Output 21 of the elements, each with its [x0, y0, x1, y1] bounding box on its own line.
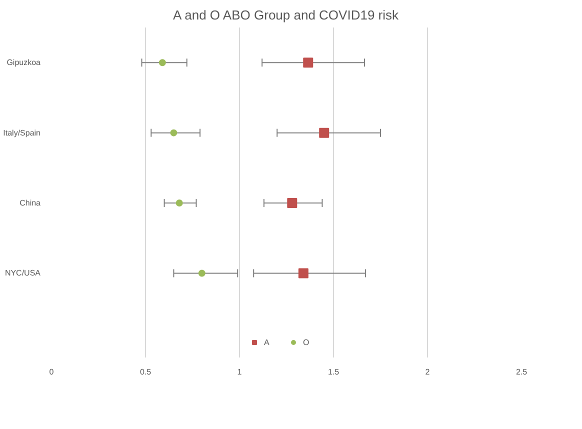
point	[319, 128, 330, 138]
point	[298, 268, 308, 278]
point	[158, 59, 166, 66]
point	[287, 198, 298, 208]
point	[303, 58, 314, 68]
x-tick-label: 2	[425, 368, 430, 376]
y-tick-label: China	[20, 198, 42, 208]
chart-title: A and O ABO Group and COVID19 risk	[173, 8, 400, 22]
x-tick-label: 0	[49, 368, 54, 376]
y-tick-label: Gipuzkoa	[6, 58, 42, 68]
point	[176, 200, 183, 207]
x-tick-label: 2.5	[516, 368, 528, 376]
x-tick-label: 1.5	[328, 368, 340, 376]
y-tick-label: NYC/USA	[4, 268, 42, 278]
x-tick-label: 1	[237, 368, 242, 376]
point	[170, 129, 178, 136]
x-tick-label: 0.5	[140, 368, 152, 376]
legend-label: O	[303, 338, 310, 346]
legend-label: A	[264, 338, 270, 346]
point	[198, 270, 206, 277]
y-tick-label: Italy/Spain	[3, 128, 41, 138]
